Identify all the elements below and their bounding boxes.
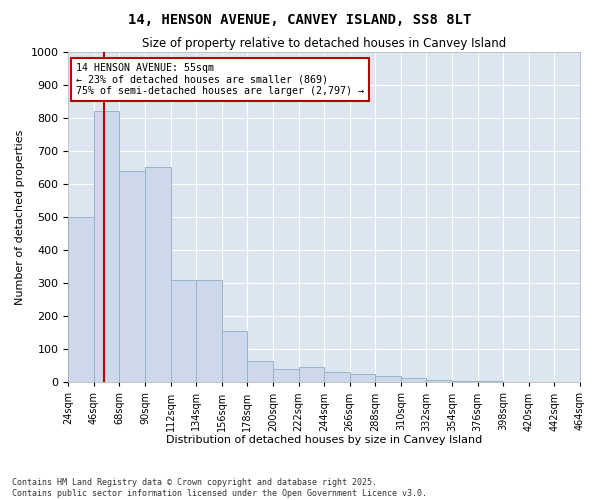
Bar xyxy=(196,280,222,382)
Bar xyxy=(427,380,452,382)
Bar xyxy=(170,280,196,382)
Bar xyxy=(401,378,427,382)
X-axis label: Distribution of detached houses by size in Canvey Island: Distribution of detached houses by size … xyxy=(166,435,482,445)
Bar xyxy=(324,372,350,382)
Bar xyxy=(145,168,170,382)
Bar xyxy=(119,170,145,382)
Text: Contains HM Land Registry data © Crown copyright and database right 2025.
Contai: Contains HM Land Registry data © Crown c… xyxy=(12,478,427,498)
Bar xyxy=(299,367,324,382)
Bar xyxy=(273,369,299,382)
Title: Size of property relative to detached houses in Canvey Island: Size of property relative to detached ho… xyxy=(142,38,506,51)
Bar xyxy=(222,331,247,382)
Bar xyxy=(452,380,478,382)
Bar xyxy=(94,111,119,382)
Bar xyxy=(350,374,376,382)
Text: 14 HENSON AVENUE: 55sqm
← 23% of detached houses are smaller (869)
75% of semi-d: 14 HENSON AVENUE: 55sqm ← 23% of detache… xyxy=(76,63,364,96)
Text: 14, HENSON AVENUE, CANVEY ISLAND, SS8 8LT: 14, HENSON AVENUE, CANVEY ISLAND, SS8 8L… xyxy=(128,12,472,26)
Y-axis label: Number of detached properties: Number of detached properties xyxy=(15,130,25,304)
Bar xyxy=(247,361,273,382)
Bar xyxy=(68,217,94,382)
Bar xyxy=(376,376,401,382)
